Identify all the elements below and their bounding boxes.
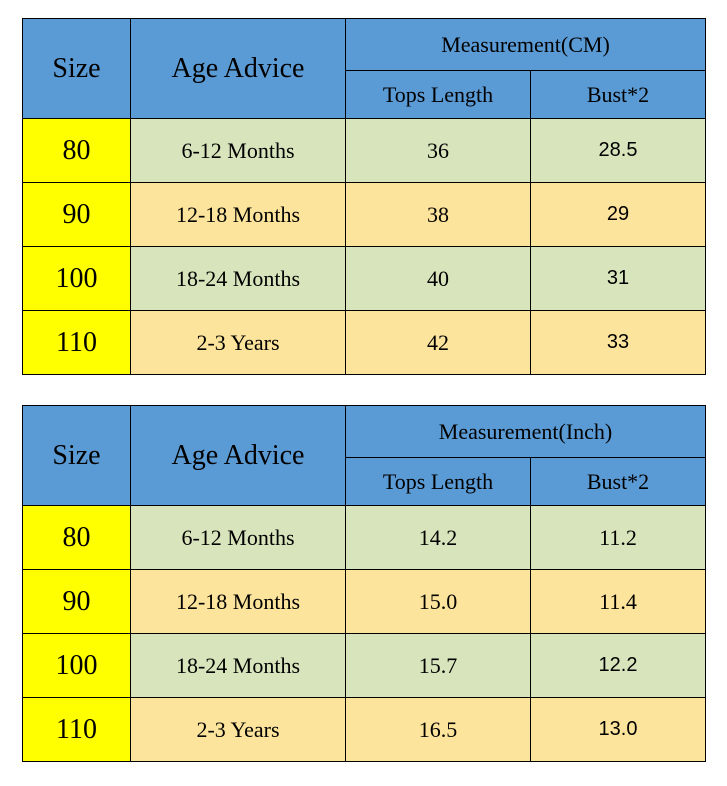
tops-length-header: Tops Length [345,70,531,119]
table-row: 90 12-18 Months 15.0 11.4 [22,569,707,634]
size-value: 100 [22,633,131,698]
tops-length-value: 38 [345,182,531,247]
table-row: 110 2-3 Years 16.5 13.0 [22,697,707,762]
age-value: 12-18 Months [130,569,346,634]
tops-length-value: 15.0 [345,569,531,634]
measurement-inch-header: Measurement(Inch) [344,405,707,458]
table-row: 100 18-24 Months 15.7 12.2 [22,633,707,698]
table-row: 100 18-24 Months 40 31 [22,246,706,311]
tops-length-value: 42 [345,310,531,375]
size-value: 110 [22,310,131,375]
size-table-cm: Size Age Advice Measurement(CM) Tops Len… [22,18,706,375]
tops-length-value: 36 [345,118,531,183]
tops-length-value: 40 [345,246,531,311]
tops-length-header: Tops Length [345,457,531,506]
age-advice-header: Age Advice [130,405,346,506]
bust-value: 12.2 [529,633,707,698]
header-row: Size Age Advice Measurement(CM) [22,18,706,119]
size-table-inch: Size Age Advice Measurement(Inch) Tops L… [22,405,707,762]
bust-value: 33 [530,310,706,375]
size-header: Size [22,18,131,119]
bust-value: 13.0 [529,697,707,762]
measurement-cm-header: Measurement(CM) [345,18,706,71]
size-value: 90 [22,182,131,247]
age-value: 6-12 Months [130,118,346,183]
age-value: 18-24 Months [130,633,346,698]
size-value: 80 [22,505,131,570]
age-value: 2-3 Years [130,310,346,375]
size-chart-page: Size Age Advice Measurement(CM) Tops Len… [22,18,707,762]
age-advice-header: Age Advice [130,18,346,119]
bust-header: Bust*2 [530,70,706,119]
size-value: 90 [22,569,131,634]
table-row: 80 6-12 Months 14.2 11.2 [22,505,707,570]
bust-header: Bust*2 [529,457,707,506]
tops-length-value: 16.5 [345,697,531,762]
age-value: 18-24 Months [130,246,346,311]
bust-value: 11.2 [529,505,707,570]
table-row: 90 12-18 Months 38 29 [22,182,706,247]
age-value: 12-18 Months [130,182,346,247]
header-row: Size Age Advice Measurement(Inch) [22,405,707,506]
bust-value: 11.4 [529,569,707,634]
tops-length-value: 14.2 [345,505,531,570]
bust-value: 29 [530,182,706,247]
table-row: 110 2-3 Years 42 33 [22,310,706,375]
bust-value: 31 [530,246,706,311]
size-value: 80 [22,118,131,183]
age-value: 6-12 Months [130,505,346,570]
table-row: 80 6-12 Months 36 28.5 [22,118,706,183]
tops-length-value: 15.7 [345,633,531,698]
age-value: 2-3 Years [130,697,346,762]
size-value: 100 [22,246,131,311]
subheader-row: Tops Length Bust*2 [23,70,706,119]
size-value: 110 [22,697,131,762]
size-header: Size [22,405,131,506]
bust-value: 28.5 [530,118,706,183]
